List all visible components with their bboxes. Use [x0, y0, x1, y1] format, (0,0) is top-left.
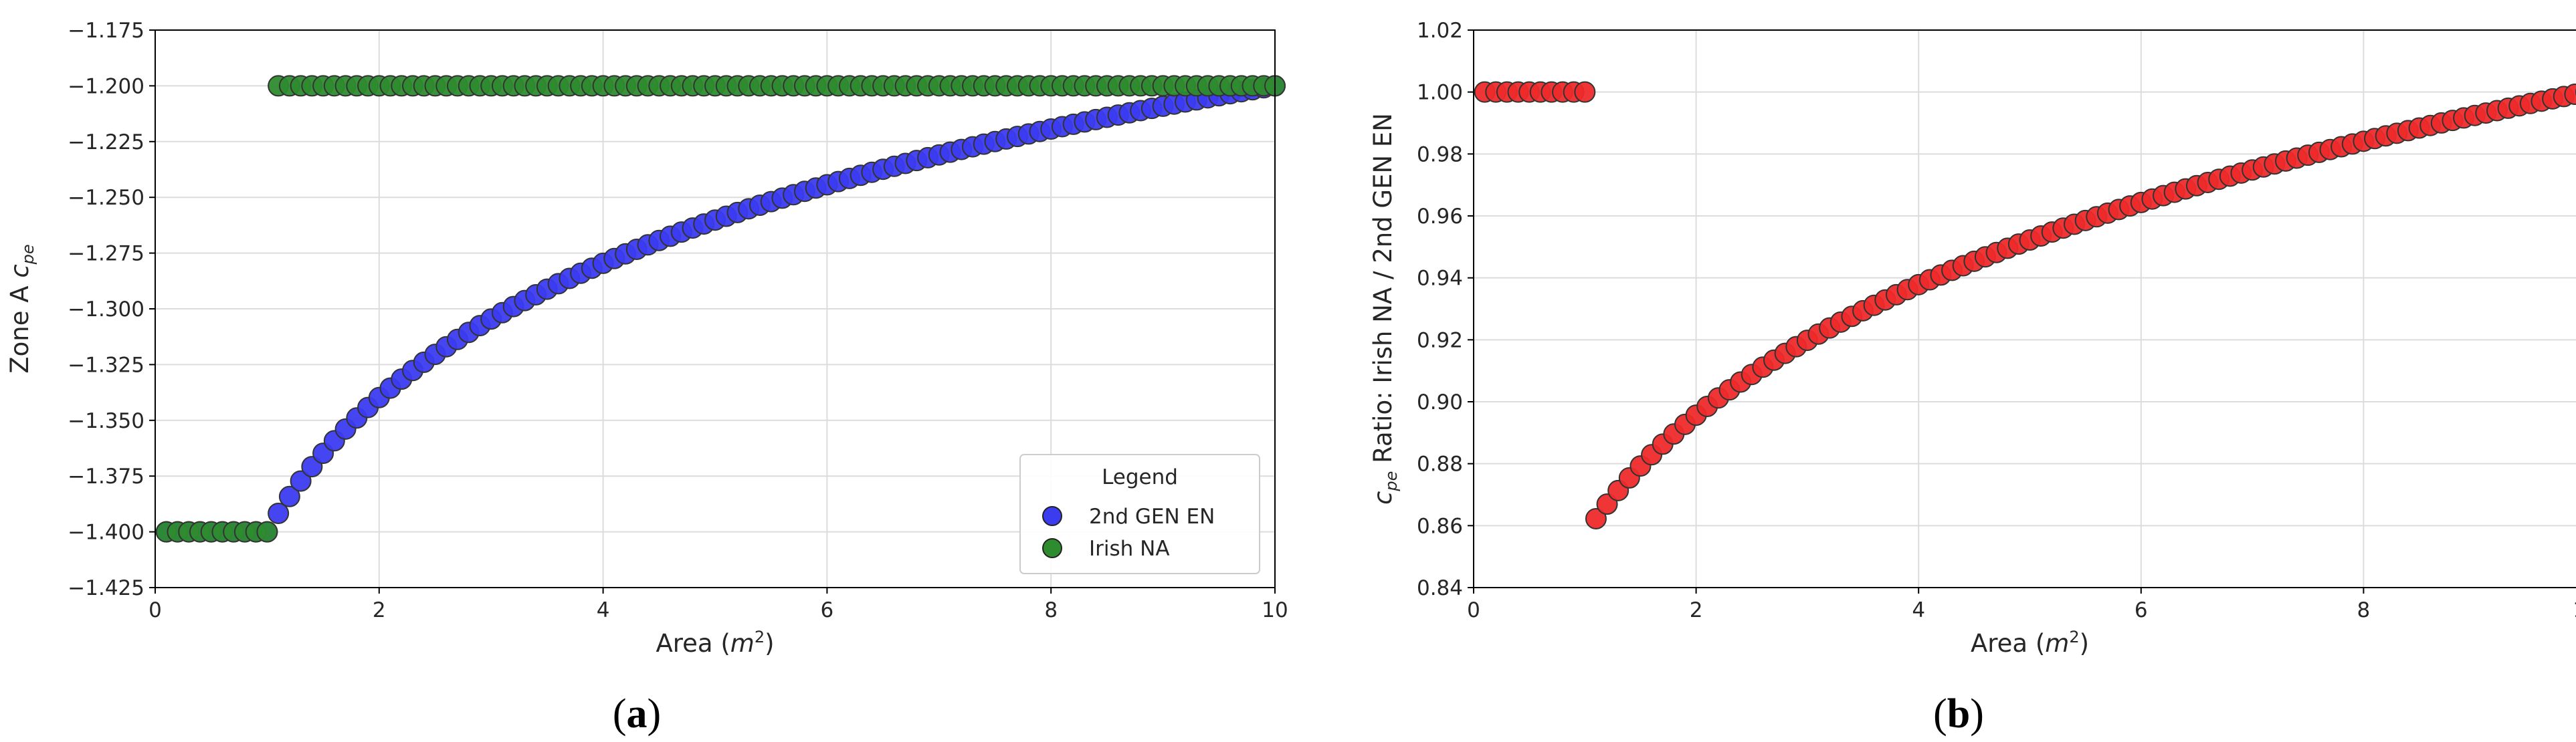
chart-a-y-tick-label: −1.325: [68, 353, 144, 377]
chart-a-x-label-main: Area (: [656, 629, 730, 658]
chart-b-y-tick-label: 1.00: [1417, 81, 1463, 105]
chart-a-point-irish-na: [256, 521, 278, 543]
chart-b-y-tick-label: 0.86: [1417, 514, 1463, 538]
chart-a-y-label-sub: pe: [19, 244, 37, 265]
chart-a-x-label-end: ): [765, 629, 774, 658]
chart-a-y-tick-label: −1.400: [68, 521, 144, 545]
chart-b-x-tick-label: 0: [1467, 598, 1480, 622]
chart-b-y-tick-label: 0.96: [1417, 205, 1463, 229]
chart-b-point-ratio: [1574, 81, 1596, 103]
chart-a-y-tick-label: −1.375: [68, 465, 144, 489]
chart-b-series-ratio: [1474, 81, 2576, 529]
chart-a-legend-marker-irish-na: [1042, 538, 1062, 558]
chart-a-y-tick-label: −1.175: [68, 19, 144, 43]
chart-b-x-axis-label: Area (m2): [1971, 628, 2089, 658]
chart-b-x-tick-label: 2: [1690, 598, 1703, 622]
chart-a-y-tick-label: −1.350: [68, 409, 144, 433]
chart-a-ticks: 0 2 4 6 8 10 −1.175 −1.200 −1.225 −1.250 −1.275 −1.…: [68, 19, 1288, 622]
chart-b-y-tick-label: 0.88: [1417, 453, 1463, 477]
chart-a-y-tick-label: −1.250: [68, 186, 144, 210]
chart-a-legend: Legend 2nd GEN EN Irish NA: [1019, 454, 1260, 574]
chart-a-y-label-var: c: [5, 264, 34, 277]
chart-a-x-axis-label: Area (m2): [656, 628, 774, 658]
chart-b-x-tick-label: 8: [2357, 598, 2371, 622]
chart-a: 0 2 4 6 8 10 −1.175 −1.200 −1.225 −1.250 −1.275 −1.…: [5, 19, 1288, 737]
chart-b-y-axis-label: cpe Ratio: Irish NA / 2nd GEN EN: [1369, 113, 1401, 505]
chart-b-y-tick-label: 0.90: [1417, 390, 1463, 414]
chart-a-x-tick-label: 0: [148, 598, 162, 622]
chart-b-y-label-main: Ratio: Irish NA / 2nd GEN EN: [1369, 113, 1397, 471]
chart-b-y-tick-label: 0.98: [1417, 142, 1463, 166]
chart-b-grid: [1473, 29, 2576, 588]
chart-a-x-label-var: m: [730, 629, 755, 658]
chart-b-y-tick-label: 0.92: [1417, 328, 1463, 352]
chart-a-y-tick-label: −1.200: [68, 74, 144, 98]
chart-b-x-tick-label: 6: [2135, 598, 2148, 622]
chart-b-x-tick-label: 4: [1912, 598, 1925, 622]
chart-b-x-label-main: Area (: [1971, 629, 2045, 658]
chart-b-x-label-end: ): [2080, 629, 2089, 658]
chart-a-series-2nd-gen-en: [155, 75, 1286, 543]
chart-a-y-tick-label: −1.300: [68, 297, 144, 322]
chart-b-y-tick-label: 0.94: [1417, 267, 1463, 291]
chart-b-point-ratio: [2564, 84, 2576, 106]
chart-a-legend-label-2nd-gen-en: 2nd GEN EN: [1089, 505, 1215, 529]
chart-b-y-tick-label: 1.02: [1417, 19, 1463, 43]
chart-a-x-label-sup: 2: [755, 628, 765, 646]
panel-a-letter: (a): [613, 691, 661, 737]
chart-a-legend-marker-2nd-gen-en: [1042, 506, 1062, 526]
chart-a-x-tick-label: 4: [597, 598, 610, 622]
chart-b-points: [1474, 81, 2576, 529]
chart-a-x-tick-label: 8: [1044, 598, 1058, 622]
chart-b-y-label-sub: pe: [1382, 471, 1401, 492]
chart-b-y-label-var: c: [1369, 491, 1397, 505]
chart-b: 0 2 4 6 8 10 0.84 0.86 0.88 0.90 0.92 0.94 0.96 0.98 1…: [1369, 19, 2576, 737]
chart-b-x-label-sup: 2: [2069, 628, 2079, 646]
panel-b-letter: (b): [1933, 691, 1984, 737]
chart-b-y-tick-label: 0.84: [1417, 576, 1463, 600]
chart-a-x-tick-label: 2: [373, 598, 386, 622]
chart-b-point-ratio: [1585, 507, 1607, 529]
chart-a-points: [155, 75, 1286, 543]
chart-a-point-2nd-gen-en: [278, 485, 300, 507]
chart-a-y-label-main: Zone A: [5, 278, 34, 374]
chart-a-x-tick-label: 10: [1262, 598, 1288, 622]
chart-b-x-tick-label: 10: [2573, 598, 2576, 622]
chart-b-x-label-var: m: [2045, 629, 2069, 658]
chart-a-legend-box: [1019, 454, 1260, 574]
chart-a-legend-title: Legend: [1102, 465, 1178, 489]
chart-a-point-2nd-gen-en: [268, 502, 290, 524]
chart-b-ticks: 0 2 4 6 8 10 0.84 0.86 0.88 0.90 0.92 0.94 0.96 0.98 1…: [1417, 19, 2576, 622]
chart-b-plot-frame: [1473, 29, 2576, 588]
chart-a-y-tick-label: −1.275: [68, 242, 144, 266]
chart-a-x-tick-label: 6: [821, 598, 834, 622]
chart-a-point-2nd-gen-en: [290, 470, 312, 492]
chart-a-series-irish-na: [155, 75, 1286, 543]
chart-a-legend-label-irish-na: Irish NA: [1089, 537, 1170, 561]
chart-a-y-axis-label: Zone A cpe: [5, 244, 37, 373]
chart-a-y-tick-label: −1.425: [68, 576, 144, 600]
chart-a-y-tick-label: −1.225: [68, 130, 144, 154]
